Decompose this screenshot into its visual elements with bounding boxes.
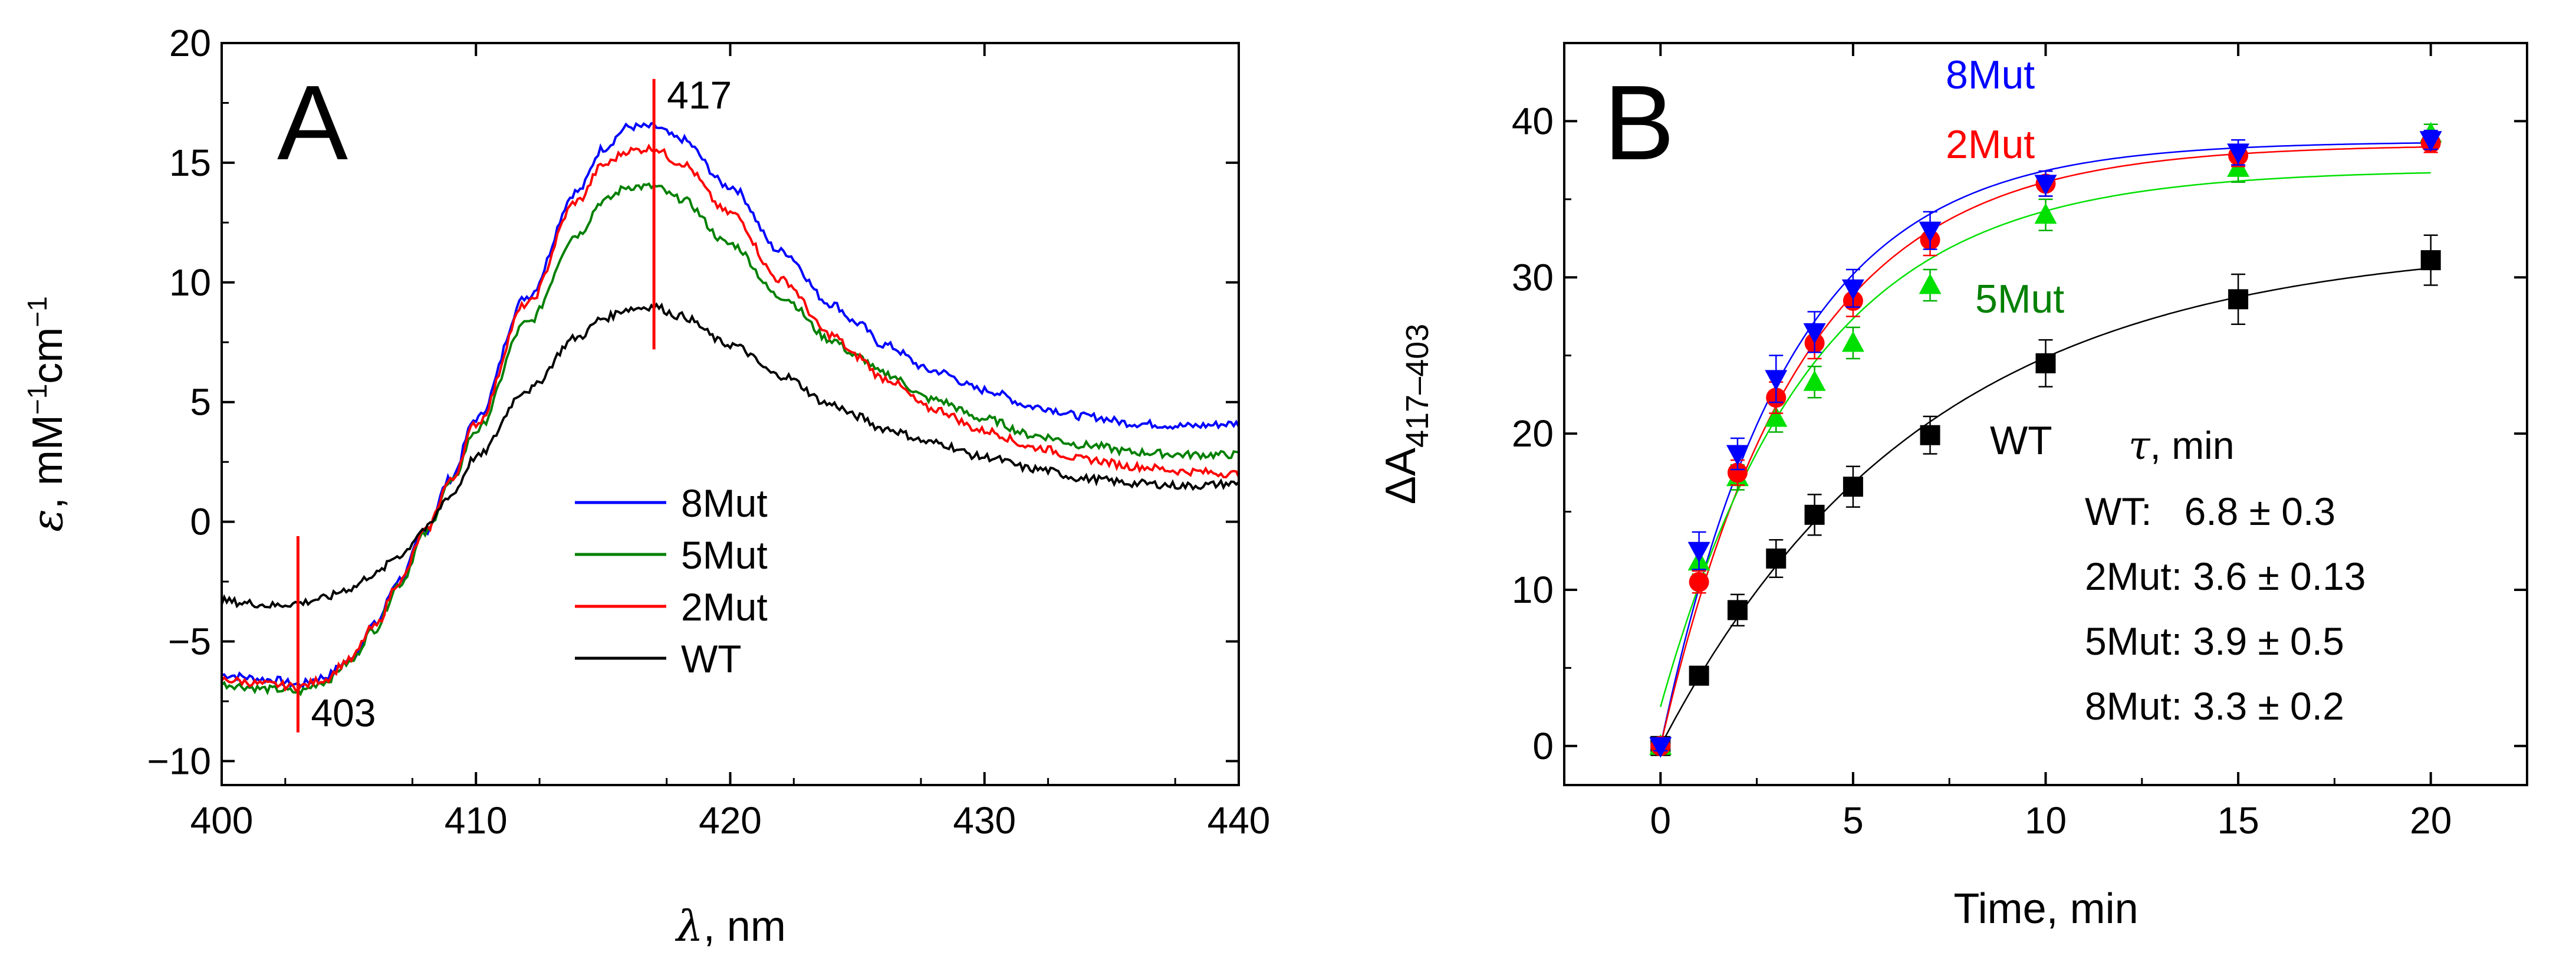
panel-b-y-axis-title: ΔA417–403: [1377, 324, 1435, 504]
panel-a-y-axis-title: ε, mM−1cm−1: [22, 296, 72, 532]
panel-a-ticks: 400 410 420 430 440 −10 −5 0 5 10 15 20: [147, 22, 1270, 842]
panel-a-legend: 8Mut 5Mut 2Mut WT: [575, 481, 768, 681]
tau-table-row: 2Mut: 3.6 ± 0.13: [2085, 554, 2366, 598]
data-point-5mut: [1765, 406, 1788, 427]
legend-label-5mut: 5Mut: [681, 533, 768, 577]
panel-b-y-tick-label: 10: [1512, 569, 1554, 611]
spectrum-line-wt: [221, 302, 1240, 609]
panel-b-y-tick-label: 40: [1512, 100, 1554, 142]
panel-b-x-tick-label: 20: [2410, 799, 2452, 842]
data-point-5mut: [1803, 370, 1826, 391]
tau-unit: , min: [2150, 423, 2235, 467]
data-point-wt: [2035, 353, 2056, 373]
data-point-8mut: [2034, 175, 2057, 196]
data-point-8mut: [1765, 370, 1788, 391]
panel-a-y-tick-label: −10: [147, 740, 211, 782]
panel-b-kinetics: 0 5 10 15 20 0 10 20 30 40 B 8Mut 2Mut 5Mut WT τ, mi…: [1377, 42, 2528, 933]
spectrum-line-5mut: [221, 182, 1239, 697]
legend-label-wt: WT: [681, 637, 742, 681]
panel-b-tau-table: τ, min WT: 6.8 ± 0.3 2Mut: 3.6 ± 0.13 5Mut:…: [2085, 423, 2366, 728]
data-point-5mut: [1841, 331, 1864, 352]
wavelength-label-403: 403: [311, 691, 376, 735]
series-label-2mut: 2Mut: [1946, 122, 2035, 167]
panel-a-series-group: [221, 122, 1240, 697]
tau-table-row: 8Mut: 3.3 ± 0.2: [2085, 684, 2344, 728]
panel-a-spectra: 417 403 400 410 420 430 440 −10 −5 0 5 10 15 20 A 8M…: [22, 22, 1270, 951]
panel-a-y-tick-label: 0: [190, 501, 211, 543]
tau-table-header: τ, min: [2128, 423, 2235, 468]
series-label-wt: WT: [1990, 418, 2052, 463]
data-point-wt: [2420, 250, 2441, 271]
panel-b-y-tick-label: 20: [1512, 412, 1554, 455]
panel-b-x-axis-title: Time, min: [1953, 885, 2138, 933]
data-point-2mut: [1727, 462, 1748, 483]
panel-a-x-tick-label: 410: [445, 799, 508, 842]
panel-b-y-tick-label: 30: [1512, 256, 1554, 298]
data-point-wt: [2228, 289, 2249, 310]
series-label-8mut: 8Mut: [1946, 52, 2035, 97]
data-point-wt: [1727, 600, 1748, 620]
data-point-5mut: [1919, 273, 1942, 294]
panel-b-x-tick-label: 5: [1843, 799, 1864, 842]
panel-b-x-tick-label: 10: [2025, 799, 2067, 842]
data-point-wt: [1804, 504, 1825, 525]
data-point-5mut: [2034, 203, 2057, 224]
panel-a-x-tick-label: 430: [953, 799, 1016, 842]
panel-b-ticks: 0 5 10 15 20 0 10 20 30 40: [1512, 43, 2527, 842]
tau-table-row: WT: 6.8 ± 0.3: [2085, 490, 2335, 533]
panel-a-x-tick-label: 440: [1208, 799, 1271, 842]
legend-label-2mut: 2Mut: [681, 585, 768, 629]
panel-a-y-tick-label: 5: [190, 381, 211, 423]
data-point-8mut: [1649, 737, 1672, 758]
tau-symbol: τ: [2128, 423, 2151, 468]
panel-a-x-axis-title: λ, nm: [675, 901, 786, 951]
panel-a-x-tick-label: 400: [190, 799, 254, 842]
panel-b-x-tick-label: 0: [1650, 799, 1672, 842]
series-label-5mut: 5Mut: [1975, 277, 2064, 321]
panel-b-letter: B: [1604, 64, 1674, 182]
spectrum-line-2mut: [221, 143, 1240, 692]
data-point-wt: [1920, 425, 1940, 445]
panel-a-x-tick-label: 420: [699, 799, 762, 842]
panel-a-y-tick-label: −5: [168, 620, 211, 663]
panel-a-markers-group: 417 403: [296, 73, 732, 735]
data-point-wt: [1766, 548, 1787, 569]
data-point-wt: [1689, 665, 1709, 686]
legend-label-8mut: 8Mut: [681, 481, 768, 525]
data-point-8mut: [1919, 221, 1942, 242]
data-point-wt: [1843, 477, 1863, 497]
data-point-2mut: [1689, 572, 1709, 592]
panel-a-y-tick-label: 15: [169, 142, 211, 184]
panel-a-y-tick-label: 20: [169, 22, 211, 64]
panel-b-series-labels: 8Mut 2Mut 5Mut WT: [1946, 52, 2064, 463]
panel-a-y-tick-label: 10: [169, 261, 211, 304]
wavelength-label-417: 417: [667, 73, 732, 117]
data-point-8mut: [2227, 143, 2250, 165]
panel-b-points-group: [1649, 122, 2442, 758]
panel-b-y-tick-label: 0: [1532, 725, 1554, 767]
data-point-8mut: [2419, 131, 2442, 152]
data-point-8mut: [1803, 323, 1826, 344]
data-point-8mut: [1841, 279, 1864, 300]
panel-b-x-tick-label: 15: [2218, 799, 2259, 842]
panel-a-letter: A: [277, 64, 348, 182]
data-point-8mut: [1726, 445, 1749, 466]
data-point-8mut: [1687, 541, 1710, 563]
tau-table-row: 5Mut: 3.9 ± 0.5: [2085, 619, 2344, 663]
